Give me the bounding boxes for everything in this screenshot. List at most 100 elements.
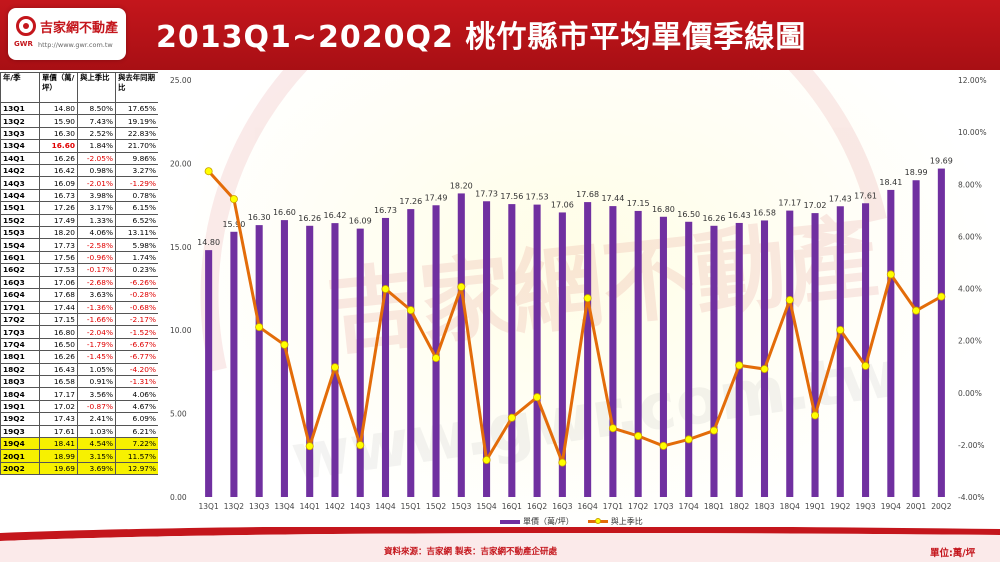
bar <box>280 220 288 497</box>
row-yoy: 0.23% <box>115 263 159 277</box>
header-yoy: 與去年同期比 <box>115 72 159 103</box>
row-price: 16.43 <box>39 362 78 376</box>
row-price: 19.69 <box>39 461 78 476</box>
y-left-tick-label: 15.00 <box>170 243 192 252</box>
bar <box>381 217 390 497</box>
table-row: 17Q3 16.80 -2.04% -1.52% <box>0 325 159 339</box>
row-qoq: 4.54% <box>77 436 116 451</box>
row-yoy: 12.97% <box>115 461 159 476</box>
bar-value-label: 17.02 <box>804 201 827 210</box>
bar <box>735 222 743 497</box>
y-right-tick-label: -4.00% <box>958 493 985 502</box>
header-quarter: 年/季 <box>0 72 40 103</box>
bar-value-label: 17.17 <box>778 199 801 208</box>
bar-value-label: 16.26 <box>703 214 726 223</box>
bar-value-label: 16.80 <box>652 205 675 214</box>
price-chart: 0.00 5.00 10.00 15.00 20.00 25.00 -4.00% -2.00%… <box>170 76 987 511</box>
qoq-point <box>280 340 289 349</box>
row-price: 17.56 <box>39 250 78 265</box>
row-quarter: 16Q3 <box>0 275 40 290</box>
row-price: 17.49 <box>39 213 78 228</box>
qoq-point <box>811 411 820 420</box>
row-quarter: 15Q4 <box>0 238 40 252</box>
row-qoq: -0.87% <box>77 399 116 414</box>
watermark-arc-icon <box>200 70 887 372</box>
bar <box>937 168 945 497</box>
row-quarter: 13Q2 <box>0 114 40 128</box>
bar <box>685 221 693 497</box>
row-qoq: 0.98% <box>77 164 116 178</box>
row-qoq: -2.58% <box>77 238 116 252</box>
row-quarter: 19Q3 <box>0 424 40 438</box>
row-quarter: 18Q2 <box>0 362 40 376</box>
x-tick-label: 16Q1 <box>502 502 522 511</box>
y-right-tick-label: 8.00% <box>958 180 982 189</box>
header-price: 單價（萬/坪） <box>39 72 78 103</box>
row-yoy: 19.19% <box>115 114 159 128</box>
qoq-point <box>356 441 365 450</box>
row-yoy: -1.52% <box>115 325 159 339</box>
row-yoy: 21.70% <box>115 139 159 153</box>
x-tick-label: 20Q2 <box>931 502 951 511</box>
x-tick-label: 20Q1 <box>906 502 926 511</box>
row-quarter: 15Q1 <box>0 201 40 215</box>
row-yoy: 6.15% <box>115 201 159 215</box>
table-row: 18Q3 16.58 0.91% -1.31% <box>0 374 159 389</box>
x-tick-label: 13Q4 <box>274 502 294 511</box>
legend-line-label: 與上季比 <box>610 517 643 526</box>
legend-marker-icon <box>594 518 601 524</box>
row-quarter: 14Q1 <box>0 151 40 166</box>
page-title: 2013Q1~2020Q2 桃竹縣市平均單價季線圖 <box>156 20 807 55</box>
legend-line-swatch <box>587 518 608 524</box>
y-right-tick-label: 2.00% <box>958 337 982 346</box>
row-price: 17.15 <box>39 312 78 327</box>
row-yoy: 4.06% <box>115 387 159 401</box>
logo-mark-icon <box>16 16 36 36</box>
row-yoy: 22.83% <box>115 126 159 141</box>
row-yoy: 0.78% <box>115 188 159 203</box>
bar <box>634 210 642 498</box>
row-qoq: 3.69% <box>77 461 116 476</box>
row-quarter: 15Q2 <box>0 213 40 228</box>
x-tick-label: 18Q3 <box>754 502 774 511</box>
table-row: 17Q1 17.44 -1.36% -0.68% <box>0 300 159 314</box>
qoq-point <box>861 361 870 370</box>
bar <box>836 206 844 498</box>
qoq-point <box>735 361 744 370</box>
bar-value-label: 14.80 <box>197 238 220 247</box>
x-tick-label: 16Q4 <box>578 502 598 511</box>
bar-value-label: 17.68 <box>576 190 599 199</box>
row-price: 16.73 <box>39 188 78 203</box>
row-quarter: 16Q1 <box>0 250 40 265</box>
unit-note: 單位:萬/坪 <box>930 548 976 559</box>
x-tick-label: 17Q3 <box>653 502 673 511</box>
row-qoq: -0.17% <box>77 263 116 277</box>
row-quarter: 17Q1 <box>0 300 40 314</box>
qoq-point <box>507 413 516 422</box>
row-qoq: 3.98% <box>77 188 116 203</box>
qoq-point <box>381 285 390 294</box>
x-tick-label: 17Q2 <box>628 502 648 511</box>
table-row: 19Q2 17.43 2.41% 6.09% <box>0 412 159 426</box>
row-yoy: 7.22% <box>115 436 159 451</box>
qoq-point <box>760 365 769 374</box>
x-tick-label: 13Q2 <box>224 502 244 511</box>
row-qoq: 3.15% <box>77 449 116 463</box>
logo-name: 吉家網不動產 <box>40 21 119 36</box>
row-qoq: 1.33% <box>77 213 116 228</box>
row-qoq: -1.79% <box>77 337 116 352</box>
row-price: 15.90 <box>39 114 78 128</box>
bar-value-label: 17.43 <box>829 194 852 203</box>
bar <box>508 204 516 498</box>
row-qoq: 8.50% <box>77 101 116 116</box>
row-quarter: 19Q2 <box>0 412 40 426</box>
bar <box>760 220 769 497</box>
table-row: 14Q2 16.42 0.98% 3.27% <box>0 164 159 178</box>
bar <box>811 213 819 498</box>
table-header-row: 年/季 單價（萬/坪） 與上季比 與去年同期比 <box>0 72 159 103</box>
bar <box>432 205 440 498</box>
bar-value-label: 19.69 <box>930 157 953 166</box>
row-qoq: -1.66% <box>77 312 116 327</box>
logo-brand: GWR <box>14 40 33 48</box>
bar-value-label: 17.06 <box>551 200 574 209</box>
